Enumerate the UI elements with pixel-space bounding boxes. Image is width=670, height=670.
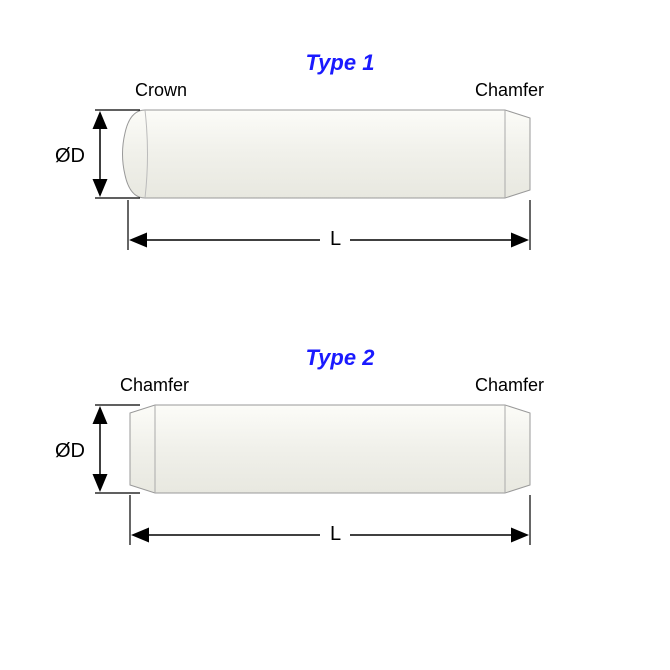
diagram-container: Type 1 Crown Chamfer ØD L Type 2 Chamfer… [0, 0, 670, 670]
diagram-svg [0, 0, 670, 670]
type1-pin-body [123, 110, 531, 198]
type2-pin-body [130, 405, 530, 493]
